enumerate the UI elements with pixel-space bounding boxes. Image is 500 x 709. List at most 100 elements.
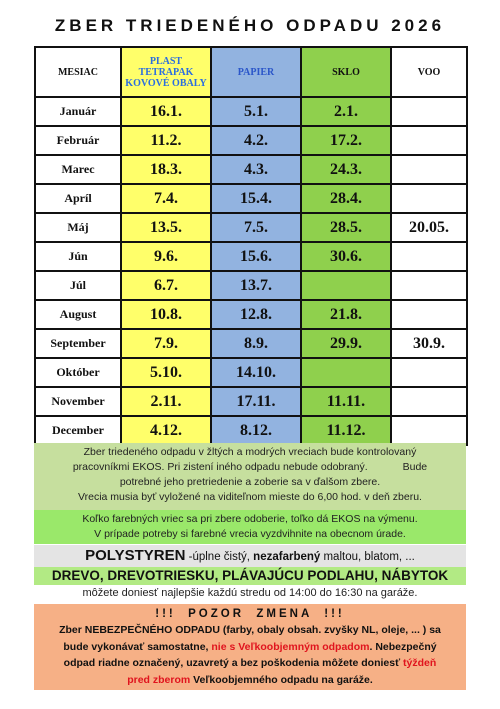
header-plast: PLAST TETRAPAK KOVOVÉ OBALY — [120, 46, 212, 98]
cell-month: Január — [34, 96, 122, 127]
warning-line3-a: odpad riadne označený, uzavretý a bez po… — [63, 657, 404, 669]
cell-papier: 8.12. — [210, 415, 302, 446]
info2-line2: V prípade potreby si farebné vrecia vyzd… — [94, 528, 406, 540]
table-row: Január 16.1. 5.1. 2.1. — [34, 96, 468, 127]
table-row: Máj 13.5. 7.5. 28.5. 20.05. — [34, 212, 468, 243]
cell-plast: 16.1. — [120, 96, 212, 127]
cell-sklo: 24.3. — [300, 154, 392, 185]
info-control-note: Zber triedeného odpadu v žltých a modrýc… — [34, 443, 466, 520]
warning-line3-red: týždeň — [403, 657, 437, 669]
warning-box: !!! POZOR ZMENA !!! Zber NEBEZPEČNÉHO OD… — [34, 604, 466, 690]
cell-month: Júl — [34, 270, 122, 301]
cell-plast: 18.3. — [120, 154, 212, 185]
table-row: August 10.8. 12.8. 21.8. — [34, 299, 468, 330]
warning-title: !!! POZOR ZMENA !!! — [155, 608, 345, 620]
cell-month: Február — [34, 125, 122, 156]
wood-text: môžete doniesť najlepšie každú stredu od… — [82, 587, 418, 599]
cell-sklo: 30.6. — [300, 241, 392, 272]
cell-papier: 15.4. — [210, 183, 302, 214]
cell-voo — [390, 241, 468, 272]
warning-line2-a: bude vykonávať samostatne, — [63, 640, 212, 653]
cell-papier: 4.2. — [210, 125, 302, 156]
polystyren-text2: maltou, blatom, ... — [320, 551, 415, 563]
cell-plast: 10.8. — [120, 299, 212, 330]
cell-plast: 2.11. — [120, 386, 212, 417]
schedule-table: MESIAC PLAST TETRAPAK KOVOVÉ OBALY PAPIE… — [34, 46, 468, 446]
cell-voo — [390, 415, 468, 446]
info2-line1: Koľko farebných vriec sa pri zbere odobe… — [82, 513, 418, 525]
info-bags-note: Koľko farebných vriec sa pri zbere odobe… — [34, 510, 466, 544]
wood-title: DREVO, DREVOTRIESKU, PLÁVAJÚCU PODLAHU, … — [34, 567, 466, 585]
cell-month: Marec — [34, 154, 122, 185]
cell-plast: 7.9. — [120, 328, 212, 359]
header-month: MESIAC — [34, 46, 122, 98]
table-row: Marec 18.3. 4.3. 24.3. — [34, 154, 468, 185]
cell-voo: 20.05. — [390, 212, 468, 243]
polystyren-bold: nezafarbený — [253, 551, 321, 563]
cell-sklo: 11.12. — [300, 415, 392, 446]
warning-line2-red: nie s Veľkoobjemným odpadom — [211, 640, 370, 653]
warning-line3: odpad riadne označený, uzavretý a bez po… — [34, 655, 466, 672]
cell-papier: 8.9. — [210, 328, 302, 359]
cell-voo — [390, 270, 468, 301]
cell-sklo: 11.11. — [300, 386, 392, 417]
cell-month: December — [34, 415, 122, 446]
cell-plast: 4.12. — [120, 415, 212, 446]
header-voo: VOO — [390, 46, 468, 98]
cell-papier: 12.8. — [210, 299, 302, 330]
cell-month: September — [34, 328, 122, 359]
warning-line4-red: pred zberom — [127, 673, 191, 686]
cell-sklo: 28.5. — [300, 212, 392, 243]
cell-sklo: 29.9. — [300, 328, 392, 359]
cell-voo — [390, 183, 468, 214]
cell-month: Október — [34, 357, 122, 388]
polystyren-text1: -úplne čistý, — [185, 551, 254, 563]
cell-papier: 17.11. — [210, 386, 302, 417]
cell-month: November — [34, 386, 122, 417]
warning-line1: Zber NEBEZPEČNÉHO ODPADU (farby, obaly o… — [59, 624, 441, 636]
wood-note: DREVO, DREVOTRIESKU, PLÁVAJÚCU PODLAHU, … — [34, 567, 466, 603]
cell-papier: 14.10. — [210, 357, 302, 388]
cell-voo — [390, 386, 468, 417]
table-row: Jún 9.6. 15.6. 30.6. — [34, 241, 468, 272]
warning-line4: pred zberom Veľkoobjemného odpadu na gar… — [34, 672, 466, 689]
cell-papier: 5.1. — [210, 96, 302, 127]
cell-voo — [390, 154, 468, 185]
page-title: ZBER TRIEDENÉHO ODPADU 2026 — [54, 16, 446, 35]
cell-voo — [390, 299, 468, 330]
cell-plast: 13.5. — [120, 212, 212, 243]
cell-sklo: 17.2. — [300, 125, 392, 156]
polystyren-note: POLYSTYREN -úplne čistý, nezafarbený mal… — [34, 545, 466, 567]
header-sklo: SKLO — [300, 46, 392, 98]
table-row: December 4.12. 8.12. 11.12. — [34, 415, 468, 446]
cell-sklo — [300, 357, 392, 388]
cell-plast: 7.4. — [120, 183, 212, 214]
warning-line2: bude vykonávať samostatne, nie s Veľkoob… — [34, 639, 466, 656]
cell-voo — [390, 96, 468, 127]
warning-line4-b: Veľkoobjemného odpadu na garáže. — [190, 673, 373, 686]
table-row: November 2.11. 17.11. 11.11. — [34, 386, 468, 417]
info1-line2: pracovníkmi EKOS. Pri zistení iného odpa… — [72, 461, 428, 473]
cell-papier: 13.7. — [210, 270, 302, 301]
table-row: Apríl 7.4. 15.4. 28.4. — [34, 183, 468, 214]
cell-plast: 9.6. — [120, 241, 212, 272]
cell-month: Máj — [34, 212, 122, 243]
cell-papier: 15.6. — [210, 241, 302, 272]
cell-month: Jún — [34, 241, 122, 272]
header-papier: PAPIER — [210, 46, 302, 98]
table-row: September 7.9. 8.9. 29.9. 30.9. — [34, 328, 468, 359]
cell-voo: 30.9. — [390, 328, 468, 359]
cell-plast: 6.7. — [120, 270, 212, 301]
warning-line2-b: . Nebezpečný — [369, 640, 437, 653]
info1-line1: Zber triedeného odpadu v žltých a modrýc… — [83, 446, 417, 458]
cell-plast: 5.10. — [120, 357, 212, 388]
info1-line3: potrebné jeho pretriedenie a zoberie sa … — [119, 476, 381, 488]
cell-sklo: 2.1. — [300, 96, 392, 127]
table-row: Júl 6.7. 13.7. — [34, 270, 468, 301]
cell-sklo: 21.8. — [300, 299, 392, 330]
cell-papier: 4.3. — [210, 154, 302, 185]
cell-month: Apríl — [34, 183, 122, 214]
header-row: MESIAC PLAST TETRAPAK KOVOVÉ OBALY PAPIE… — [34, 46, 468, 98]
cell-sklo — [300, 270, 392, 301]
cell-voo — [390, 357, 468, 388]
